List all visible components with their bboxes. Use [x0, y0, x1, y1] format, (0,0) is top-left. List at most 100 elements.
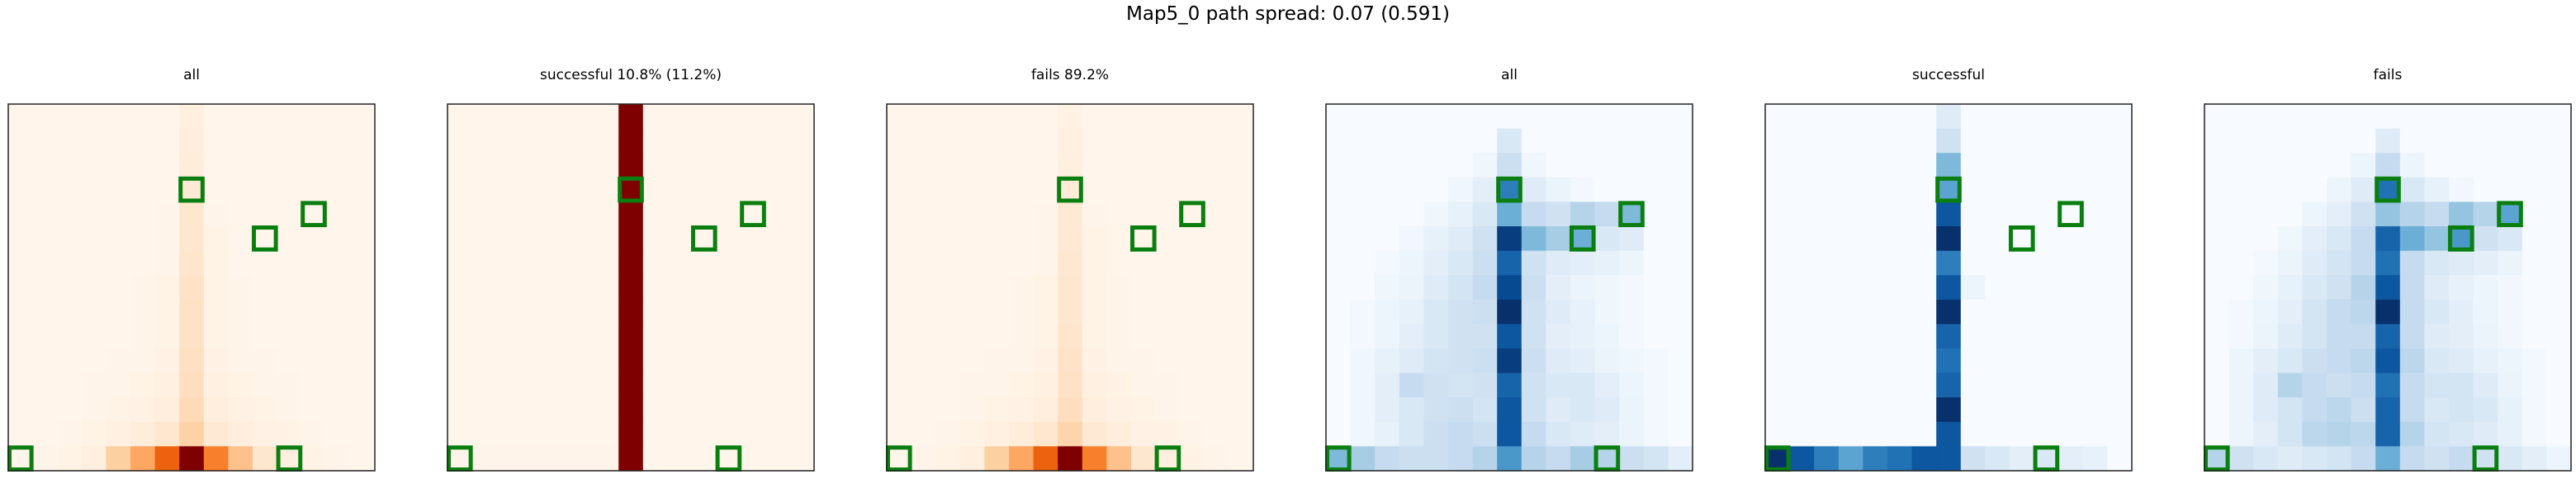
- heatmap-cell: [1472, 153, 1498, 178]
- heatmap-cell: [2375, 177, 2401, 202]
- heatmap-cell: [618, 421, 644, 447]
- heatmap-cell: [2399, 250, 2425, 276]
- heatmap-cell: [1326, 324, 1352, 349]
- heatmap-cell: [1643, 299, 1669, 325]
- heatmap-cell: [2424, 349, 2450, 374]
- heatmap-cell: [447, 226, 473, 252]
- heatmap-cell: [1204, 104, 1229, 130]
- heatmap-cell: [642, 421, 668, 447]
- highlighted-cell: [885, 445, 912, 472]
- heatmap-cell: [350, 177, 376, 202]
- heatmap-cell: [253, 324, 278, 349]
- heatmap-cell: [1155, 349, 1181, 374]
- heatmap-cell: [1619, 299, 1645, 325]
- heatmap-cell: [1887, 372, 1913, 398]
- heatmap-cell: [228, 226, 253, 252]
- heatmap-cell: [277, 372, 302, 398]
- heatmap-cell: [2375, 128, 2401, 154]
- highlighted-cell: [1129, 225, 1157, 252]
- heatmap-cell: [741, 397, 766, 423]
- heatmap-cell: [1229, 275, 1254, 301]
- heatmap-cell: [57, 397, 83, 423]
- heatmap-cell: [2058, 128, 2084, 154]
- heatmap-cell: [1448, 177, 1474, 202]
- heatmap-cell: [471, 104, 497, 130]
- heatmap-cell: [81, 250, 107, 276]
- heatmap-cell: [179, 349, 205, 374]
- heatmap-cell: [350, 446, 376, 472]
- heatmap-cell: [179, 324, 205, 349]
- heatmap-cell: [2399, 324, 2425, 349]
- heatmap-cell: [277, 324, 302, 349]
- heatmap-cell: [1765, 128, 1791, 154]
- heatmap-cell: [1033, 177, 1058, 202]
- heatmap-cell: [1594, 226, 1620, 252]
- heatmap-cell: [471, 421, 497, 447]
- heatmap-cell: [1423, 104, 1449, 130]
- heatmap-cell: [2522, 372, 2547, 398]
- heatmap-cell: [765, 226, 790, 252]
- heatmap-cell: [520, 349, 546, 374]
- heatmap-cell: [1619, 250, 1645, 276]
- heatmap-cell: [570, 324, 595, 349]
- heatmap-cell: [1594, 446, 1620, 472]
- heatmap-cell: [203, 250, 229, 276]
- heatmap-cell: [2010, 226, 2035, 252]
- heatmap-cell: [1326, 397, 1352, 423]
- heatmap-cell: [1887, 446, 1913, 472]
- heatmap-cell: [57, 275, 83, 301]
- heatmap-cell: [1619, 324, 1645, 349]
- heatmap-cell: [447, 202, 473, 227]
- heatmap-cell: [692, 177, 717, 202]
- heatmap-panel-4: all: [1324, 67, 1693, 472]
- heatmap-cell: [81, 421, 107, 447]
- heatmap-cell: [32, 349, 58, 374]
- heatmap-cell: [1911, 153, 1937, 178]
- heatmap-cell: [2498, 202, 2523, 227]
- heatmap-cell: [1326, 372, 1352, 398]
- heatmap-cell: [692, 349, 717, 374]
- heatmap-cell: [350, 153, 376, 178]
- heatmap-cell: [1448, 397, 1474, 423]
- heatmap-cell: [1546, 275, 1571, 301]
- heatmap-cell: [57, 226, 83, 252]
- heatmap-cell: [1350, 299, 1376, 325]
- heatmap-cell: [1423, 324, 1449, 349]
- heatmap-cell: [2546, 226, 2572, 252]
- heatmap-cell: [1521, 177, 1546, 202]
- heatmap-cell: [1229, 202, 1254, 227]
- heatmap-cell: [741, 299, 766, 325]
- heatmap-cell: [253, 275, 278, 301]
- heatmap-cell: [887, 324, 912, 349]
- heatmap-cell: [1789, 153, 1815, 178]
- heatmap-cell: [1204, 446, 1229, 472]
- heatmap-cell: [2424, 128, 2450, 154]
- heatmap-cell: [8, 275, 34, 301]
- highlighted-cell: [2447, 225, 2474, 252]
- heatmap-cell: [1668, 397, 1693, 423]
- heatmap-cell: [1399, 104, 1424, 130]
- highlighted-cell: [301, 201, 327, 228]
- heatmap-cell: [789, 349, 815, 374]
- heatmap-cell: [2058, 324, 2084, 349]
- heatmap-cell: [984, 275, 1010, 301]
- heatmap-cell: [545, 153, 571, 178]
- heatmap-cell: [1131, 226, 1157, 252]
- heatmap-cell: [959, 446, 985, 472]
- heatmap-cell: [1497, 421, 1522, 447]
- heatmap-cell: [716, 128, 741, 154]
- heatmap-cell: [1911, 349, 1937, 374]
- heatmap-cell: [1375, 104, 1400, 130]
- heatmap-cell: [496, 128, 522, 154]
- heatmap-cell: [2327, 177, 2352, 202]
- heatmap-cell: [642, 324, 668, 349]
- heatmap-cell: [2351, 250, 2376, 276]
- heatmap-cell: [1838, 153, 1863, 178]
- heatmap-cell: [2277, 324, 2303, 349]
- heatmap-cell: [350, 226, 376, 252]
- heatmap-cell: [741, 153, 766, 178]
- heatmap-cell: [1350, 104, 1376, 130]
- heatmap-cell: [2546, 421, 2572, 447]
- heatmap-cell: [570, 397, 595, 423]
- heatmap-cell: [350, 324, 376, 349]
